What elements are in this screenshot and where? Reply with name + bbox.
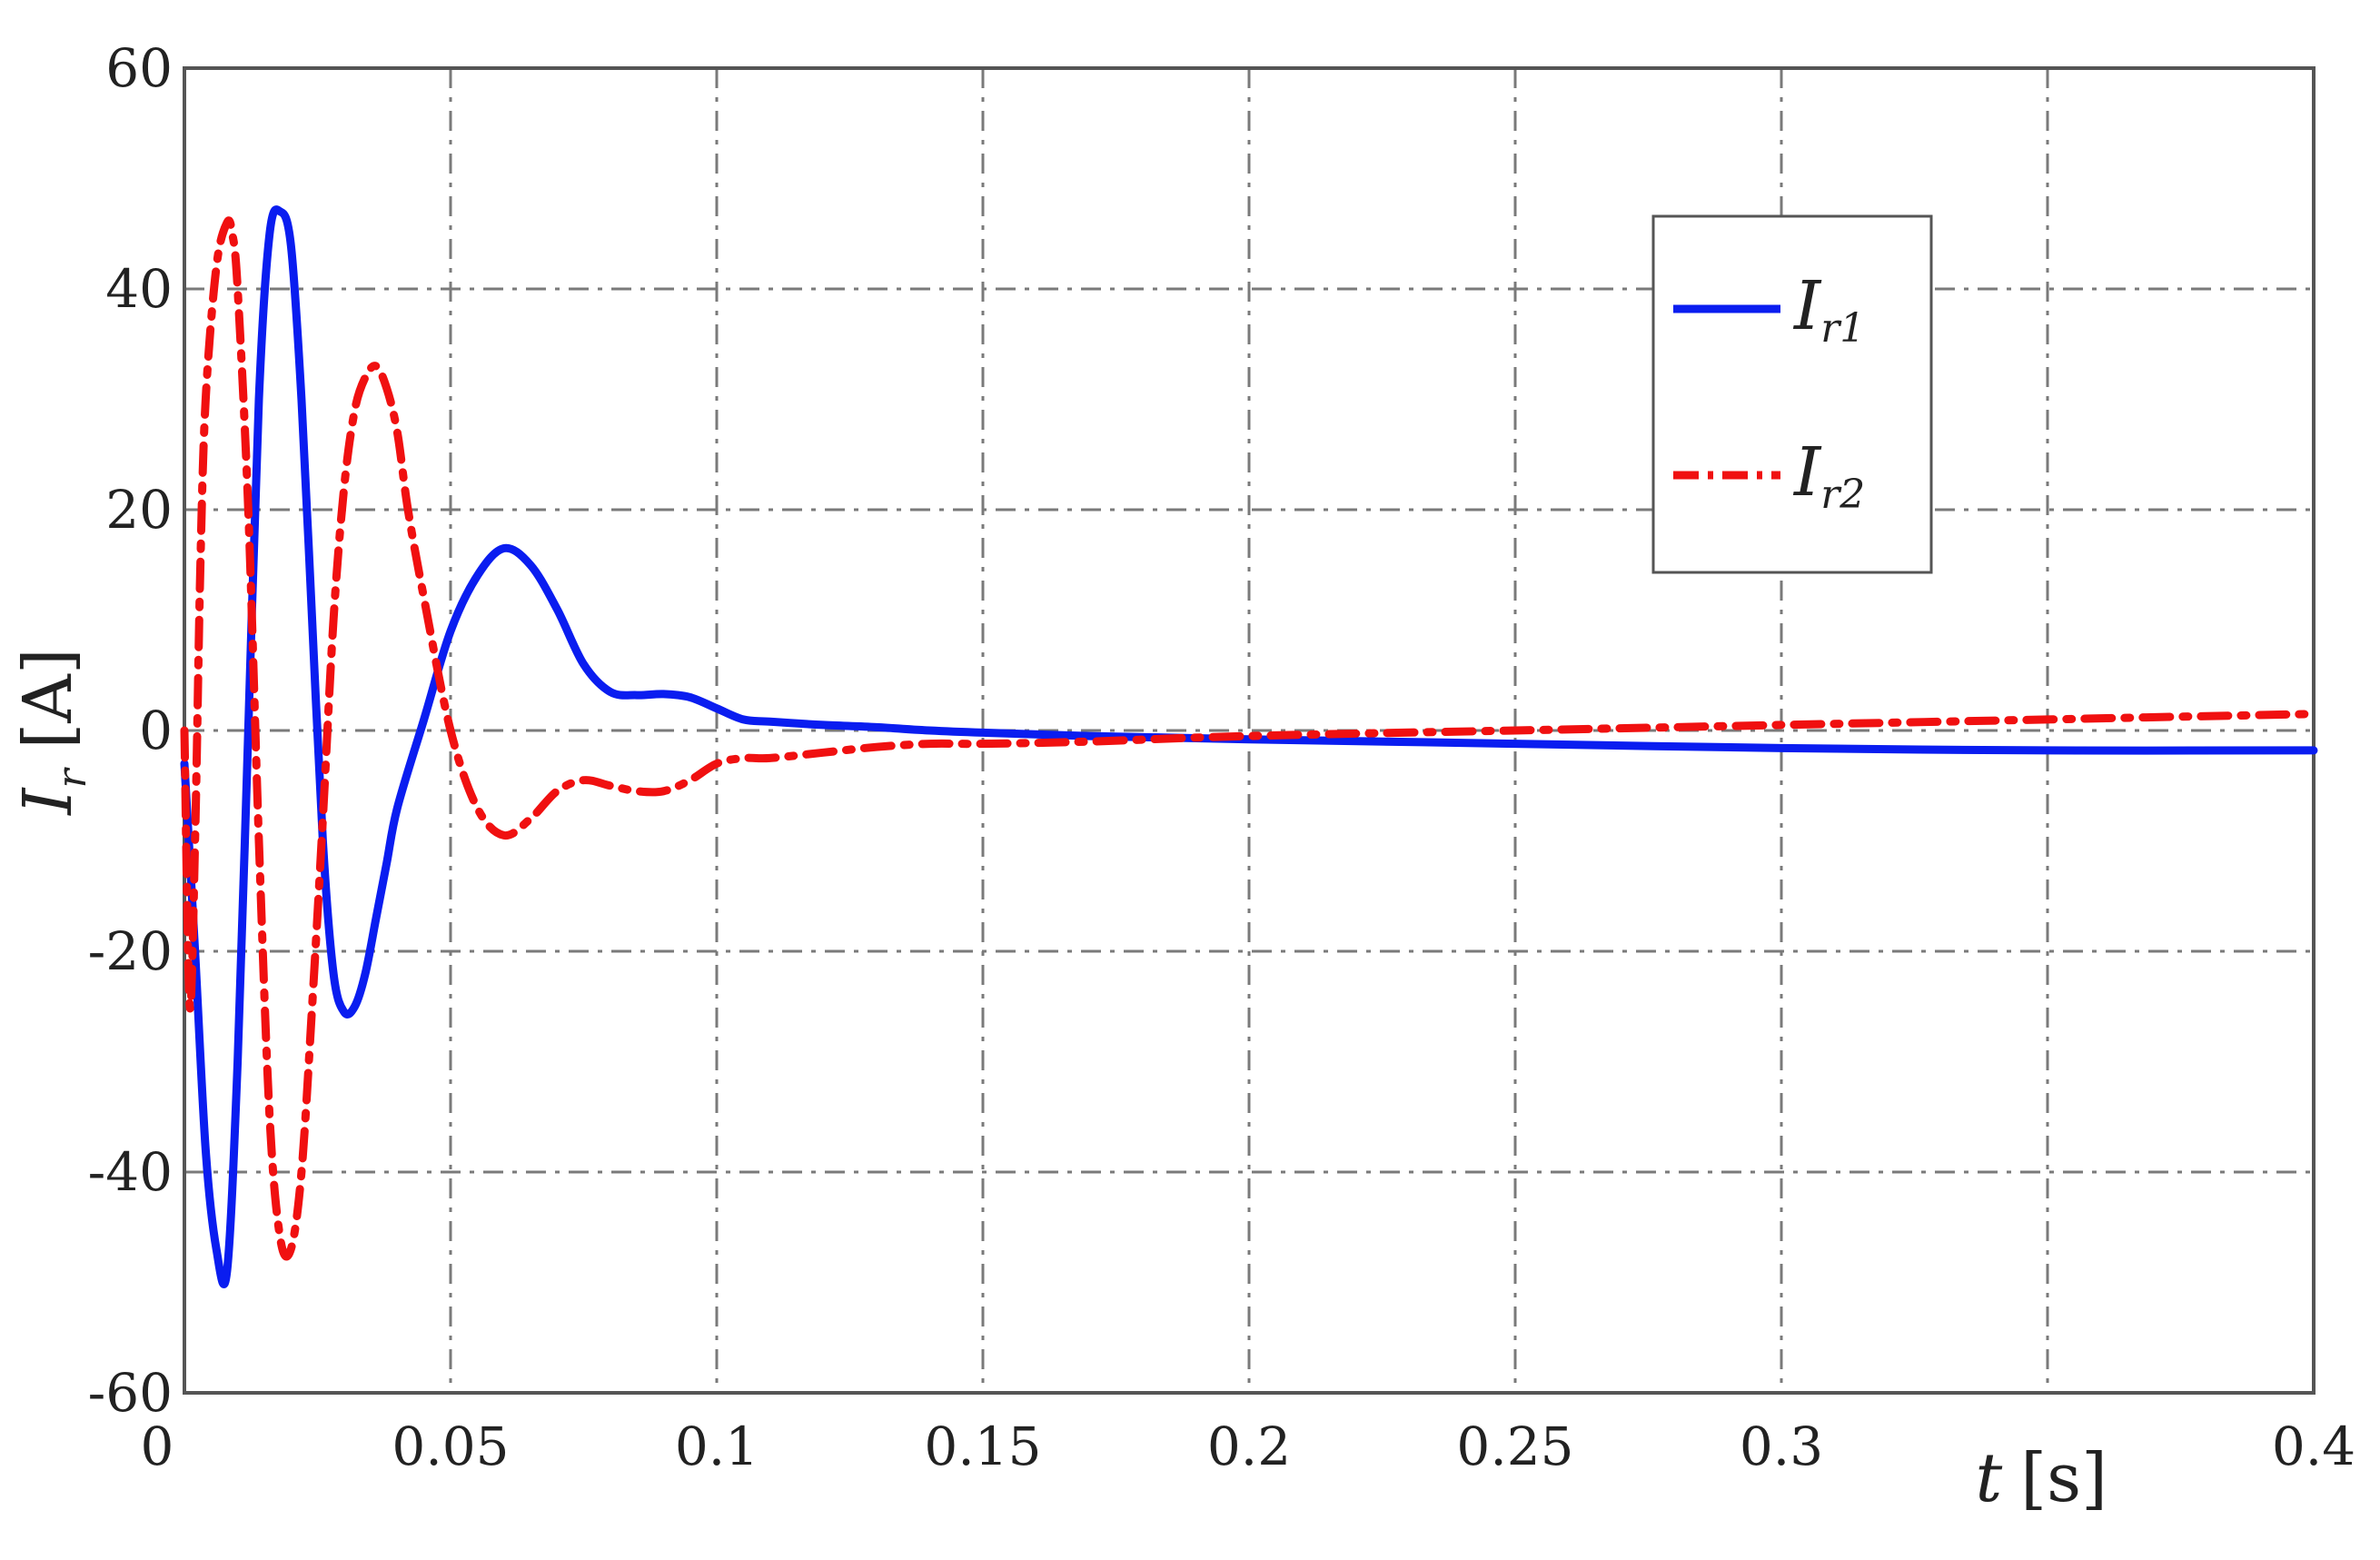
legend: Ir1 Ir2 <box>1651 214 1933 574</box>
y-tick-label: 20 <box>105 479 173 541</box>
x-tick-label: 0.2 <box>1207 1416 1291 1477</box>
svg-text:t[s]: t [s] <box>1976 1439 2107 1517</box>
y-tick-label: 40 <box>105 258 173 320</box>
x-tick-label: 0 <box>141 1416 174 1477</box>
svg-text:Ir[A]: Ir [A] <box>9 648 95 816</box>
x-tick-label: 0.25 <box>1456 1416 1573 1477</box>
x-tick-label: 0.4 <box>2272 1416 2355 1477</box>
x-axis-label-unit: [s] <box>2020 1439 2107 1517</box>
x-tick-label: 0.3 <box>1740 1416 1823 1477</box>
legend-label-ir2: Ir2 <box>1792 433 1865 518</box>
y-axis-label: Ir [A] <box>9 648 95 816</box>
y-tick-label: 60 <box>105 37 173 99</box>
y-axis-label-unit: [A] <box>9 648 87 749</box>
series-group <box>180 205 2318 1288</box>
legend-label-ir1: Ir1 <box>1792 267 1865 352</box>
x-tick-label: 0.05 <box>392 1416 509 1477</box>
series-line-ir2 <box>180 216 2318 1261</box>
x-axis-label-var: t <box>1976 1439 2003 1517</box>
y-tick-label: -40 <box>88 1141 173 1203</box>
axis-ticks: 0 0.05 0.1 0.15 0.2 0.25 0.3 0.4 -60 -40 -20 0 20 40 6… <box>88 37 2356 1477</box>
x-axis-label: t [s] <box>1976 1439 2107 1517</box>
x-tick-label: 0.15 <box>924 1416 1041 1477</box>
series-line-ir1 <box>180 205 2318 1288</box>
y-axis-label-sub: r <box>49 767 95 789</box>
x-tick-label: 0.1 <box>675 1416 759 1477</box>
y-tick-label: 0 <box>139 700 173 761</box>
y-axis-label-var: I <box>9 787 87 817</box>
y-tick-label: -20 <box>88 920 173 982</box>
legend-box <box>1651 214 1933 574</box>
y-tick-label: -60 <box>88 1362 173 1424</box>
